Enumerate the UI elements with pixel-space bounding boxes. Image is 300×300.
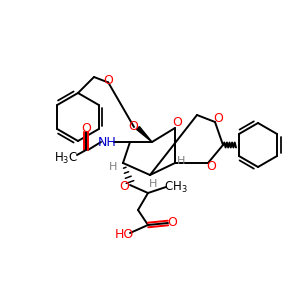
Text: O: O [206,160,216,173]
Text: HO: HO [114,229,134,242]
Text: O: O [119,179,129,193]
Text: O: O [128,119,138,133]
Text: O: O [167,217,177,230]
Text: H: H [177,156,185,166]
Text: O: O [213,112,223,125]
Polygon shape [136,127,152,142]
Text: NH: NH [98,136,116,148]
Text: H$_3$C: H$_3$C [54,150,78,166]
Text: O: O [172,116,182,130]
Text: O: O [81,122,91,134]
Text: CH$_3$: CH$_3$ [164,179,188,194]
Text: H: H [109,162,117,172]
Text: H: H [149,179,157,189]
Text: O: O [103,74,113,88]
